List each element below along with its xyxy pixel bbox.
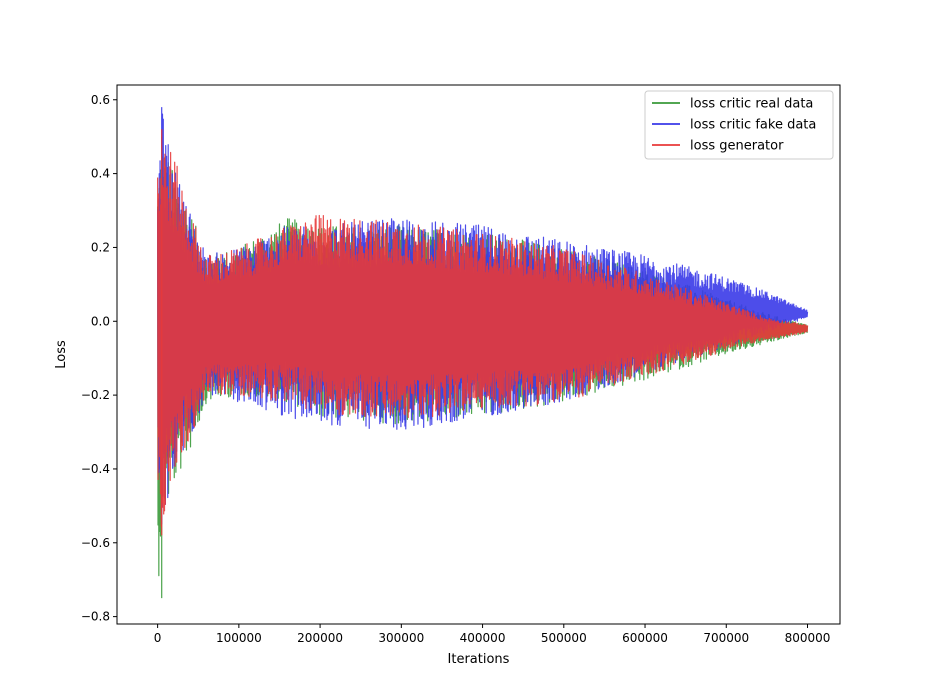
- legend-label: loss critic real data: [690, 97, 813, 112]
- legend-label: loss critic fake data: [690, 118, 816, 133]
- y-tick-label: 0.2: [91, 240, 110, 254]
- y-tick-label: −0.2: [81, 388, 110, 402]
- axes-frame: [116, 84, 841, 625]
- y-tick-label: 0.6: [91, 93, 110, 107]
- legend-label: loss generator: [690, 139, 784, 154]
- legend: loss critic real data loss critic fake da…: [644, 90, 834, 160]
- x-tick-label: 100000: [216, 631, 262, 645]
- legend-box: [644, 90, 834, 160]
- y-tick-label: −0.8: [81, 610, 110, 624]
- x-axis-ticks: 0 100000 200000 300000 400000 500000 600000 700…: [154, 624, 831, 645]
- y-tick-label: −0.6: [81, 536, 110, 550]
- x-tick-label: 600000: [622, 631, 668, 645]
- y-tick-label: 0.4: [91, 167, 110, 181]
- x-tick-label: 200000: [297, 631, 343, 645]
- x-tick-label: 0: [154, 631, 162, 645]
- y-tick-label: 0.0: [91, 314, 110, 328]
- x-tick-label: 400000: [460, 631, 506, 645]
- y-axis-label: Loss: [54, 340, 69, 369]
- x-axis-label: Iterations: [448, 652, 510, 667]
- x-tick-label: 800000: [785, 631, 831, 645]
- series-line-3: [157, 151, 809, 527]
- x-tick-label: 500000: [541, 631, 587, 645]
- y-axis-ticks: −0.8 −0.6 −0.4 −0.2 0.0 0.2 0.4 0.6: [81, 93, 117, 624]
- plot-area: [157, 107, 809, 599]
- x-tick-label: 700000: [703, 631, 749, 645]
- y-tick-label: −0.4: [81, 462, 110, 476]
- x-tick-label: 300000: [378, 631, 424, 645]
